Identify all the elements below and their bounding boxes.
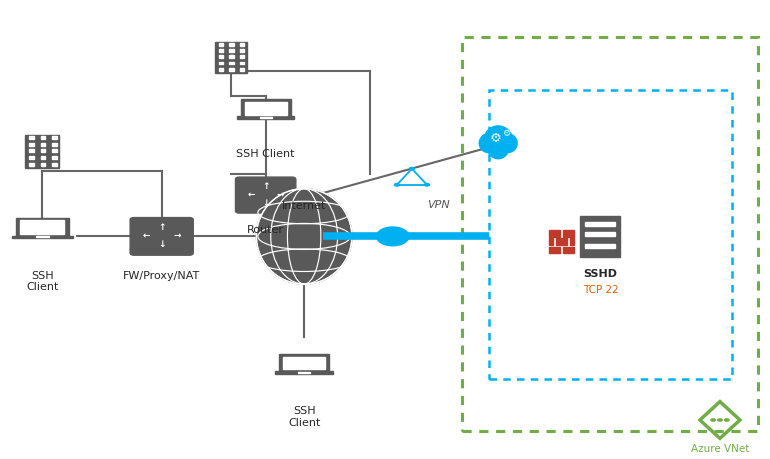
FancyBboxPatch shape — [229, 56, 233, 58]
Circle shape — [717, 418, 723, 422]
FancyBboxPatch shape — [52, 156, 57, 159]
Circle shape — [710, 418, 716, 422]
FancyBboxPatch shape — [25, 135, 59, 168]
FancyBboxPatch shape — [29, 156, 34, 159]
FancyBboxPatch shape — [563, 230, 574, 236]
FancyBboxPatch shape — [239, 43, 244, 46]
Text: TCP 22: TCP 22 — [583, 285, 618, 295]
Text: ←: ← — [142, 232, 150, 241]
Text: →: → — [276, 190, 284, 200]
Text: Internet: Internet — [282, 201, 326, 211]
Text: ←: ← — [247, 190, 255, 200]
Text: SSHD: SSHD — [584, 269, 618, 280]
FancyBboxPatch shape — [239, 49, 244, 52]
FancyBboxPatch shape — [279, 354, 330, 371]
Ellipse shape — [484, 125, 513, 155]
Text: Router: Router — [247, 225, 284, 235]
FancyBboxPatch shape — [229, 62, 233, 64]
Text: ↓: ↓ — [262, 199, 270, 208]
FancyBboxPatch shape — [239, 62, 244, 64]
FancyBboxPatch shape — [216, 42, 246, 73]
Ellipse shape — [497, 133, 518, 153]
Text: SSH Client: SSH Client — [236, 149, 295, 159]
FancyBboxPatch shape — [549, 230, 560, 236]
Circle shape — [724, 418, 730, 422]
FancyBboxPatch shape — [41, 136, 45, 139]
FancyBboxPatch shape — [229, 67, 233, 71]
Ellipse shape — [478, 133, 499, 153]
Text: ↑: ↑ — [262, 182, 270, 191]
FancyBboxPatch shape — [41, 149, 45, 152]
FancyBboxPatch shape — [556, 238, 567, 245]
Text: →: → — [173, 232, 181, 241]
Circle shape — [409, 167, 415, 171]
FancyBboxPatch shape — [584, 231, 615, 235]
FancyBboxPatch shape — [584, 222, 615, 226]
Circle shape — [424, 183, 430, 187]
FancyBboxPatch shape — [219, 49, 223, 52]
Circle shape — [376, 226, 410, 246]
FancyBboxPatch shape — [52, 136, 57, 139]
FancyBboxPatch shape — [41, 156, 45, 159]
Text: ⚙: ⚙ — [502, 129, 511, 138]
FancyBboxPatch shape — [52, 162, 57, 166]
FancyBboxPatch shape — [41, 143, 45, 146]
FancyBboxPatch shape — [584, 244, 615, 248]
FancyBboxPatch shape — [219, 67, 223, 71]
FancyBboxPatch shape — [29, 136, 34, 139]
FancyBboxPatch shape — [29, 143, 34, 146]
Text: Azure VNet: Azure VNet — [691, 444, 749, 454]
FancyBboxPatch shape — [16, 218, 69, 235]
FancyBboxPatch shape — [219, 56, 223, 58]
FancyBboxPatch shape — [229, 49, 233, 52]
FancyBboxPatch shape — [239, 56, 244, 58]
FancyBboxPatch shape — [549, 238, 553, 245]
FancyBboxPatch shape — [236, 177, 296, 213]
FancyBboxPatch shape — [52, 143, 57, 146]
Text: FW/Proxy/NAT: FW/Proxy/NAT — [123, 271, 200, 281]
FancyBboxPatch shape — [219, 43, 223, 46]
FancyBboxPatch shape — [41, 162, 45, 166]
FancyBboxPatch shape — [219, 62, 223, 64]
Circle shape — [393, 183, 400, 187]
FancyBboxPatch shape — [283, 357, 325, 369]
FancyBboxPatch shape — [571, 238, 574, 245]
FancyBboxPatch shape — [580, 216, 620, 257]
FancyBboxPatch shape — [29, 149, 34, 152]
Text: SSH
Client: SSH Client — [288, 406, 320, 428]
FancyBboxPatch shape — [20, 220, 65, 234]
FancyBboxPatch shape — [237, 116, 294, 119]
Text: ⚙: ⚙ — [490, 133, 501, 146]
FancyBboxPatch shape — [52, 149, 57, 152]
Text: ↓: ↓ — [158, 241, 166, 250]
FancyBboxPatch shape — [240, 99, 291, 116]
FancyBboxPatch shape — [12, 235, 72, 238]
FancyBboxPatch shape — [563, 247, 574, 253]
FancyBboxPatch shape — [245, 102, 286, 115]
FancyBboxPatch shape — [130, 218, 193, 255]
Text: VPN: VPN — [427, 200, 450, 210]
FancyBboxPatch shape — [36, 236, 49, 237]
FancyBboxPatch shape — [259, 117, 272, 118]
FancyBboxPatch shape — [298, 372, 310, 373]
FancyBboxPatch shape — [239, 67, 244, 71]
Ellipse shape — [487, 137, 509, 159]
Text: SSH
Client: SSH Client — [26, 271, 59, 292]
FancyBboxPatch shape — [29, 162, 34, 166]
FancyBboxPatch shape — [549, 247, 560, 253]
Text: ↑: ↑ — [158, 223, 166, 232]
Ellipse shape — [256, 189, 352, 284]
FancyBboxPatch shape — [276, 371, 333, 374]
FancyBboxPatch shape — [229, 43, 233, 46]
